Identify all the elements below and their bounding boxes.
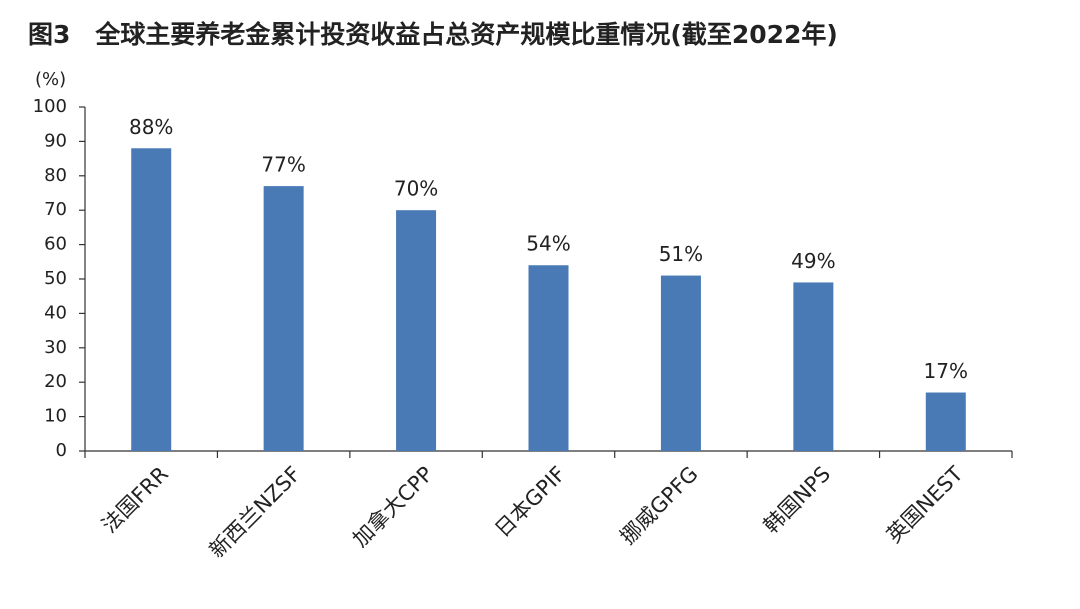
y-tick-label: 70 bbox=[44, 199, 67, 220]
y-tick-label: 60 bbox=[44, 234, 67, 255]
bar bbox=[396, 210, 437, 451]
y-tick-label: 10 bbox=[44, 406, 67, 427]
value-label: 49% bbox=[791, 249, 835, 273]
bar bbox=[793, 282, 834, 451]
y-tick-label: 30 bbox=[44, 337, 67, 358]
bar bbox=[263, 186, 304, 451]
y-tick-label: 50 bbox=[44, 268, 67, 289]
y-axis-label: (%) bbox=[35, 69, 66, 90]
y-tick-label: 90 bbox=[44, 130, 67, 151]
bar bbox=[925, 392, 966, 451]
y-tick-label: 80 bbox=[44, 165, 67, 186]
value-label: 88% bbox=[129, 115, 173, 139]
bar bbox=[660, 275, 701, 451]
y-tick-label: 20 bbox=[44, 371, 67, 392]
bar bbox=[528, 265, 569, 451]
value-label: 54% bbox=[526, 232, 570, 256]
value-label: 70% bbox=[394, 177, 438, 201]
value-label: 17% bbox=[924, 359, 968, 383]
y-tick-label: 40 bbox=[44, 302, 67, 323]
y-tick-label: 100 bbox=[33, 96, 67, 117]
chart-title: 图3 全球主要养老金累计投资收益占总资产规模比重情况(截至2022年) bbox=[28, 20, 838, 49]
value-label: 51% bbox=[659, 242, 703, 266]
bar bbox=[131, 148, 172, 451]
y-tick-label: 0 bbox=[56, 440, 67, 461]
value-label: 77% bbox=[261, 153, 305, 177]
